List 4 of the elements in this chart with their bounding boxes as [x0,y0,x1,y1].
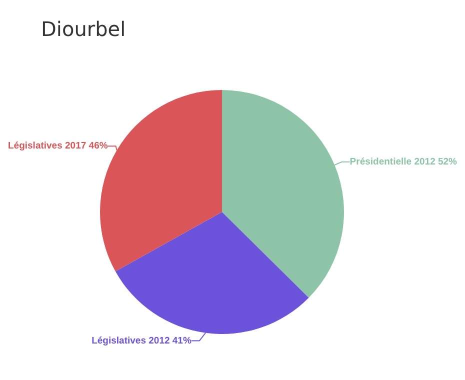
chart-title: Diourbel [41,17,126,41]
slice-label: Législatives 2017 46% [8,140,108,152]
slice-label: Législatives 2012 41% [92,335,192,346]
slice-label: Présidentielle 2012 52% [350,156,458,168]
